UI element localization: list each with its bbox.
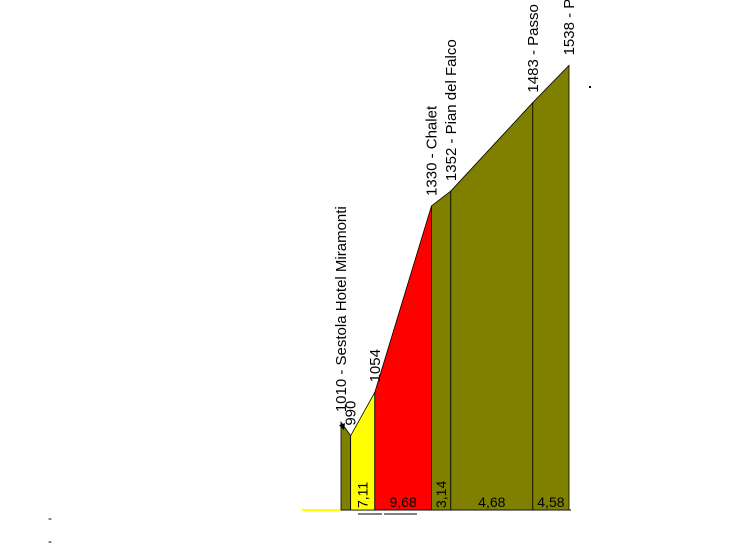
labels-layer: 7,11 9,68 3,14 4,68 4,58 1010 - Sestola Hotel… [48, 0, 591, 548]
point-label-0: 1010 - Sestola Hotel Miramonti [333, 206, 350, 412]
point-label-4: 1352 - Pian del Falco [443, 39, 460, 181]
profile-segment-4 [450, 101, 534, 511]
side-mark-0: - [48, 511, 52, 525]
gradient-label-1: 7,11 [355, 482, 371, 508]
gradient-label-5: 4,58 [537, 494, 564, 510]
point-label-5: 1483 - Passo Serre [525, 0, 542, 93]
segments-layer [340, 64, 570, 511]
gradient-label-3: 3,14 [433, 481, 449, 508]
baseline-layer [302, 509, 571, 515]
point-label-6: 1538 - Passo del Lupo [561, 0, 578, 55]
profile-segment-5 [532, 64, 570, 511]
side-mark-1: - [48, 534, 52, 548]
point-label-3: 1330 - Chalet [423, 105, 440, 196]
point-label-2: 1054 [367, 349, 384, 382]
profile-segment-0 [340, 420, 352, 511]
gradient-label-2: 9,68 [390, 494, 417, 510]
label-dot [589, 86, 591, 88]
point-label-1: 990 [343, 401, 360, 426]
gradient-label-4: 4,68 [478, 494, 505, 510]
start-marker [339, 423, 345, 431]
profile-segment-3 [431, 190, 452, 511]
